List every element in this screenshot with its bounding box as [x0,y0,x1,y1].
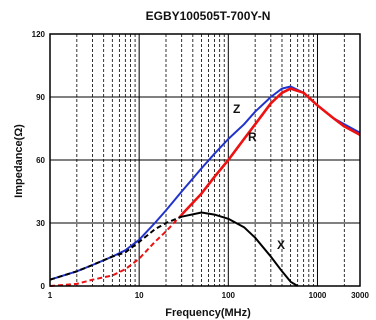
y-tick-label: 0 [41,282,46,291]
series-label-z: Z [233,102,240,116]
x-tick-label: 10 [135,291,144,300]
series-label-r: R [248,130,257,144]
tick-labels: 1 10 100 1000 3000 0 30 60 90 120 [32,30,370,300]
series-r-line-dashed [49,213,183,287]
grid [49,33,361,287]
y-tick-label: 90 [36,93,45,102]
series-x-line [181,211,299,287]
x-tick-label: 1000 [309,291,327,300]
x-tick-label: 3000 [351,291,369,300]
y-axis-label: Impedance(Ω) [13,124,25,198]
series-layer [49,85,361,287]
series-label-x: X [277,238,285,252]
y-tick-label: 30 [36,219,45,228]
series-x-line-dashed [49,215,183,281]
series-r-line [180,87,361,216]
plot-frame [49,33,361,287]
x-tick-label: 1 [48,291,53,300]
chart-title: EGBY100505T-700Y-N [146,9,271,23]
x-tick-label: 100 [222,291,236,300]
y-tick-label: 120 [32,30,46,39]
x-axis-label: Frequency(MHz) [165,307,251,319]
y-tick-label: 60 [36,156,45,165]
